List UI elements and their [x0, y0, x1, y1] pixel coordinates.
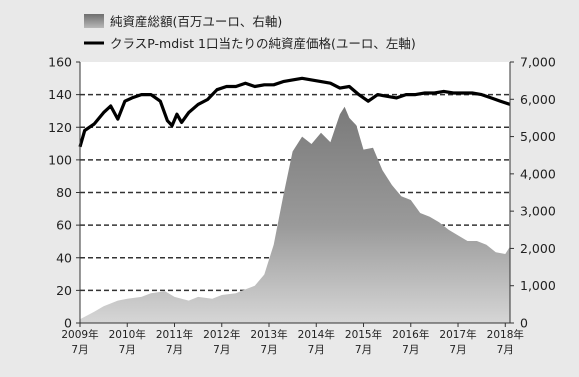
net-assets-area — [80, 106, 510, 323]
left-tick-label: 120 — [48, 120, 72, 135]
legend-label-nav-price: クラスP-mdist 1口当たりの純資産価格(ユーロ、左軸) — [110, 36, 416, 51]
right-tick-label: 6,000 — [520, 92, 556, 107]
left-tick-label: 100 — [48, 152, 72, 167]
left-tick-label: 0 — [64, 316, 72, 331]
series-net-assets-area — [80, 106, 510, 323]
x-tick-label-month: 7月 — [260, 344, 277, 356]
right-axis-ticks: 0 1,000 2,000 3,000 4,000 5,000 6,000 7,000 — [510, 55, 556, 331]
x-tick-label-year: 2012年 — [203, 328, 240, 341]
right-tick-label: 4,000 — [520, 166, 556, 181]
x-tick-label-year: 2010年 — [109, 328, 146, 341]
x-tick-label-year: 2013年 — [250, 328, 287, 341]
left-tick-label: 140 — [48, 87, 72, 102]
x-tick-label-month: 7月 — [71, 344, 88, 356]
series-nav-price-line — [78, 76, 511, 148]
x-tick-label-month: 7月 — [497, 344, 514, 356]
left-tick-label: 160 — [48, 55, 72, 70]
nav-price-line — [78, 76, 511, 148]
x-tick-label-month: 7月 — [355, 344, 372, 356]
right-tick-label: 5,000 — [520, 129, 556, 144]
x-tick-label-year: 2016年 — [392, 328, 429, 341]
left-tick-label: 20 — [56, 283, 72, 298]
right-tick-label: 3,000 — [520, 204, 556, 219]
right-tick-label: 0 — [520, 316, 528, 331]
x-tick-label-month: 7月 — [402, 344, 419, 356]
left-tick-label: 40 — [56, 250, 72, 265]
x-tick-label-month: 7月 — [213, 344, 230, 356]
x-tick-label-month: 7月 — [449, 344, 466, 356]
left-tick-label: 60 — [56, 218, 72, 233]
legend-label-net-assets: 純資産総額(百万ユーロ、右軸) — [110, 14, 282, 29]
x-tick-label-year: 2014年 — [298, 328, 335, 341]
x-tick-label-year: 2015年 — [345, 328, 382, 341]
legend-area-swatch — [84, 14, 104, 28]
x-axis-ticks: 2009年 7月 2010年 7月 2011年 7月 2012年 7月 2013年 7月 2014年… — [61, 323, 524, 356]
legend: 純資産総額(百万ユーロ、右軸) クラスP-mdist 1口当たりの純資産価格(ユ… — [84, 14, 416, 51]
right-tick-label: 2,000 — [520, 241, 556, 256]
right-tick-label: 1,000 — [520, 278, 556, 293]
x-tick-label-year: 2018年 — [487, 328, 524, 341]
x-tick-label-month: 7月 — [308, 344, 325, 356]
x-tick-label-year: 2017年 — [439, 328, 476, 341]
left-axis-ticks: 0 20 40 60 80 100 120 140 160 — [48, 55, 80, 331]
x-tick-label-month: 7月 — [166, 344, 183, 356]
right-tick-label: 7,000 — [520, 55, 556, 70]
left-tick-label: 80 — [56, 185, 72, 200]
x-tick-label-year: 2009年 — [61, 328, 98, 341]
x-tick-label-year: 2011年 — [156, 328, 193, 341]
x-tick-label-month: 7月 — [119, 344, 136, 356]
